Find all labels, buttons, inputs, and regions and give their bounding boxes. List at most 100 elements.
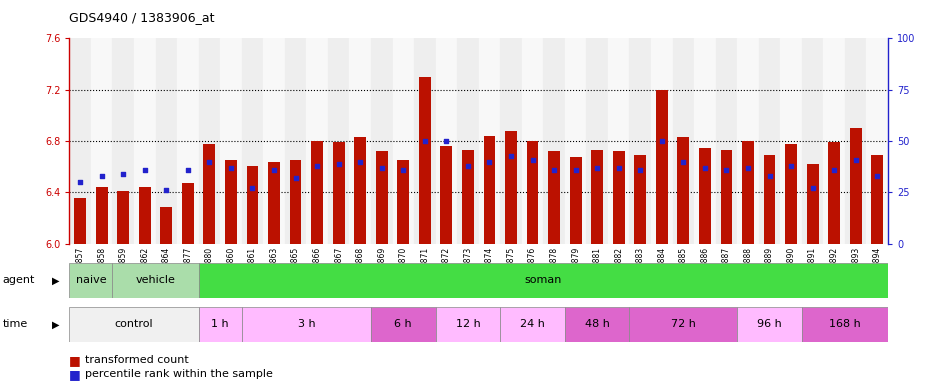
Bar (177, 38, 199, 244)
Text: 168 h: 168 h (829, 319, 861, 329)
Bar (419, 77, 431, 244)
Point (676, 159, 691, 165)
Text: 72 h: 72 h (671, 319, 696, 329)
Bar (565, 38, 586, 244)
Bar (716, 38, 737, 244)
Bar (591, 150, 603, 244)
Bar (586, 38, 608, 244)
Bar (758, 38, 781, 244)
Point (805, 185, 820, 192)
Bar (306, 38, 327, 244)
Point (138, 167, 153, 173)
Bar (139, 187, 151, 244)
Bar (635, 155, 647, 244)
Point (697, 165, 712, 171)
Point (202, 159, 216, 165)
Bar (117, 191, 130, 244)
Point (73, 179, 88, 185)
Bar (247, 166, 258, 244)
Bar (871, 155, 883, 244)
Bar (737, 307, 802, 342)
Point (503, 152, 518, 159)
Bar (802, 38, 823, 244)
Text: 48 h: 48 h (585, 319, 610, 329)
Bar (479, 38, 500, 244)
Point (482, 159, 497, 165)
Text: 12 h: 12 h (455, 319, 480, 329)
Point (331, 161, 346, 167)
Text: soman: soman (524, 275, 562, 285)
Point (94, 173, 109, 179)
Point (461, 163, 475, 169)
Bar (737, 38, 758, 244)
Text: percentile rank within the sample: percentile rank within the sample (85, 369, 273, 379)
Point (289, 175, 303, 181)
Bar (785, 144, 797, 244)
Bar (742, 141, 754, 244)
Bar (241, 38, 264, 244)
Bar (823, 38, 845, 244)
Bar (630, 307, 737, 342)
Point (741, 165, 756, 171)
Bar (845, 38, 867, 244)
Bar (672, 38, 694, 244)
Bar (630, 38, 651, 244)
Bar (199, 38, 220, 244)
Point (762, 173, 777, 179)
Bar (651, 38, 672, 244)
Bar (850, 128, 861, 244)
Point (396, 167, 411, 173)
Text: transformed count: transformed count (85, 355, 189, 365)
Point (848, 157, 863, 163)
Bar (69, 263, 113, 298)
Point (159, 187, 174, 194)
Bar (440, 146, 452, 244)
Text: 6 h: 6 h (394, 319, 413, 329)
Bar (656, 90, 668, 244)
Bar (160, 207, 172, 244)
Bar (543, 38, 565, 244)
Bar (764, 155, 775, 244)
Bar (721, 150, 733, 244)
Bar (96, 187, 107, 244)
Bar (699, 147, 710, 244)
Bar (565, 307, 630, 342)
Bar (354, 137, 366, 244)
Bar (828, 142, 840, 244)
Point (417, 138, 432, 144)
Point (352, 159, 367, 165)
Text: ▶: ▶ (52, 319, 59, 329)
Bar (398, 161, 409, 244)
Text: 96 h: 96 h (758, 319, 782, 329)
Bar (612, 151, 624, 244)
Bar (182, 184, 193, 244)
Text: control: control (115, 319, 154, 329)
Text: agent: agent (3, 275, 35, 285)
Bar (199, 307, 241, 342)
Bar (376, 151, 388, 244)
Bar (74, 198, 86, 244)
Bar (549, 151, 560, 244)
Bar (199, 263, 888, 298)
Bar (802, 307, 888, 342)
Bar (220, 38, 241, 244)
Bar (241, 307, 371, 342)
Bar (333, 142, 345, 244)
Bar (290, 161, 302, 244)
Point (245, 185, 260, 192)
Bar (570, 157, 582, 244)
Point (116, 171, 130, 177)
Bar (327, 38, 350, 244)
Bar (371, 38, 392, 244)
Bar (69, 307, 199, 342)
Bar (781, 38, 802, 244)
Point (827, 167, 842, 173)
Bar (91, 38, 113, 244)
Bar (462, 150, 474, 244)
Bar (807, 164, 819, 244)
Point (310, 163, 325, 169)
Point (439, 138, 454, 144)
Bar (867, 38, 888, 244)
Bar (285, 38, 306, 244)
Bar (436, 307, 500, 342)
